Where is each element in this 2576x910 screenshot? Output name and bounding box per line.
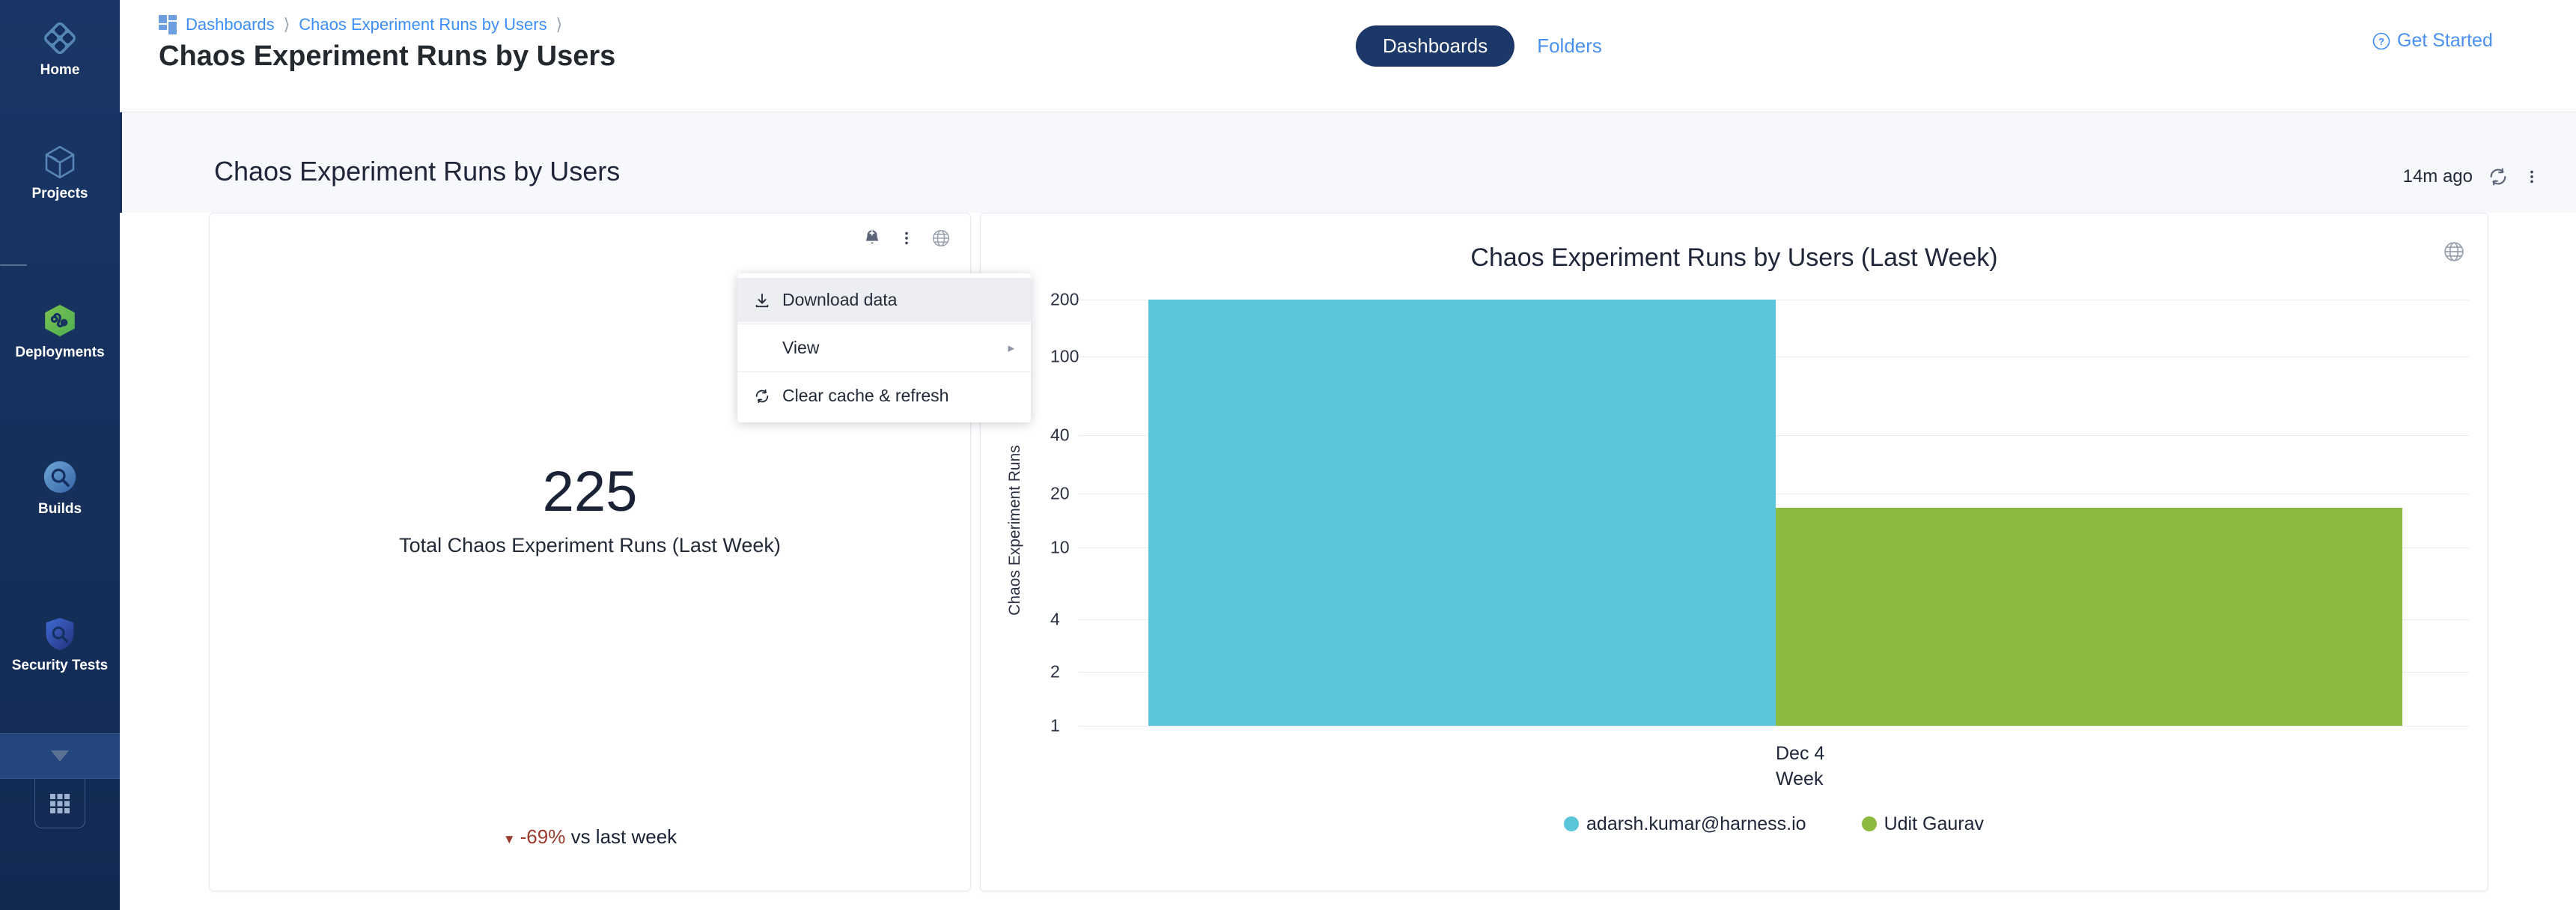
svg-text:?: ? bbox=[2378, 36, 2384, 47]
